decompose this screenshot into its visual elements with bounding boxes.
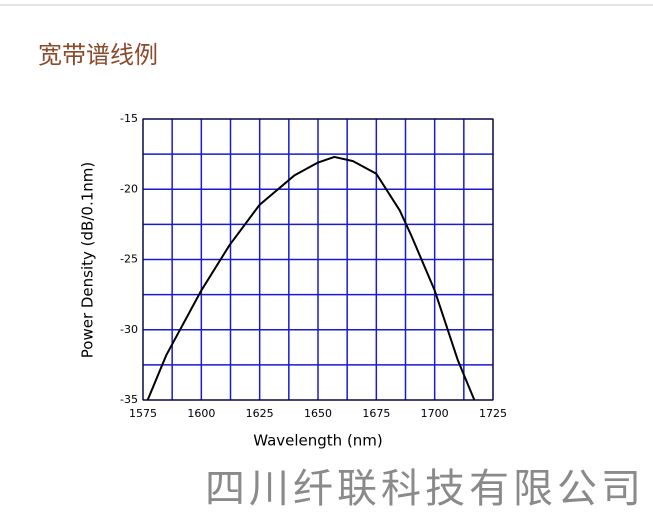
y-tick-label: -20 [120, 182, 138, 195]
spectrum-line [146, 155, 476, 401]
x-tick-label: 1650 [304, 407, 332, 420]
y-tick-label: -15 [120, 112, 138, 125]
y-tick-label: -25 [120, 253, 138, 266]
x-tick-label: 1675 [362, 407, 390, 420]
y-axis-label: Power Density (dB/0.1nm) [79, 162, 97, 358]
x-tick-label: 1600 [187, 407, 215, 420]
x-axis-label: Wavelength (nm) [253, 432, 383, 450]
plot: 1575 1600 1625 1650 1675 1700 1725 -35 -30 -25 -20… [120, 112, 507, 420]
x-tick-label: 1700 [421, 407, 449, 420]
x-tick-label: 1725 [479, 407, 507, 420]
y-tick-label: -35 [120, 393, 138, 406]
x-tick-label: 1625 [246, 407, 274, 420]
x-tick-label: 1575 [129, 407, 157, 420]
page-title: 宽带谱线例 [38, 41, 158, 69]
y-tick-label: -30 [120, 323, 138, 336]
plot-frame [142, 118, 494, 401]
footer-watermark: 四川纤联科技有限公司 [205, 466, 645, 512]
